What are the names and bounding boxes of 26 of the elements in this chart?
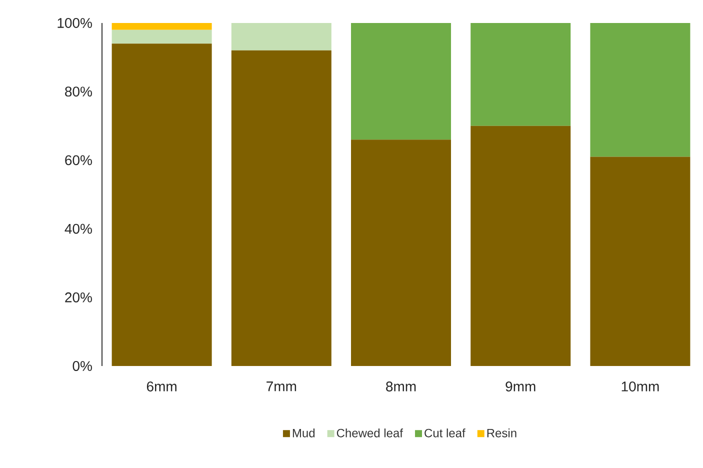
bar	[112, 30, 212, 44]
legend-label: Resin	[487, 428, 516, 438]
x-tick-label: 9mm	[506, 382, 536, 392]
legend-label: Cut leaf	[424, 428, 466, 438]
y-tick-label: 40%	[64, 224, 92, 234]
bar	[590, 22, 690, 157]
bar	[470, 22, 571, 126]
bar	[231, 50, 332, 366]
bar	[351, 140, 452, 366]
bar	[590, 156, 690, 366]
legend-label: Chewed leaf	[336, 428, 404, 438]
x-tick-label: 10mm	[622, 382, 659, 392]
y-tick-label: 100%	[58, 18, 92, 28]
y-tick-label: 20%	[65, 292, 92, 302]
y-tick-label: 80%	[65, 86, 92, 97]
bar	[351, 22, 452, 140]
bar	[112, 22, 212, 30]
x-tick-label: 8mm	[386, 382, 416, 392]
y-tick-label: 60%	[65, 155, 92, 166]
bar	[231, 22, 332, 50]
x-tick-label: 6mm	[146, 382, 176, 392]
x-tick-label: 7mm	[266, 382, 296, 392]
bar	[470, 126, 571, 366]
legend-label: Mud	[292, 428, 315, 438]
bar	[112, 44, 212, 366]
y-tick-label: 0%	[72, 361, 92, 371]
